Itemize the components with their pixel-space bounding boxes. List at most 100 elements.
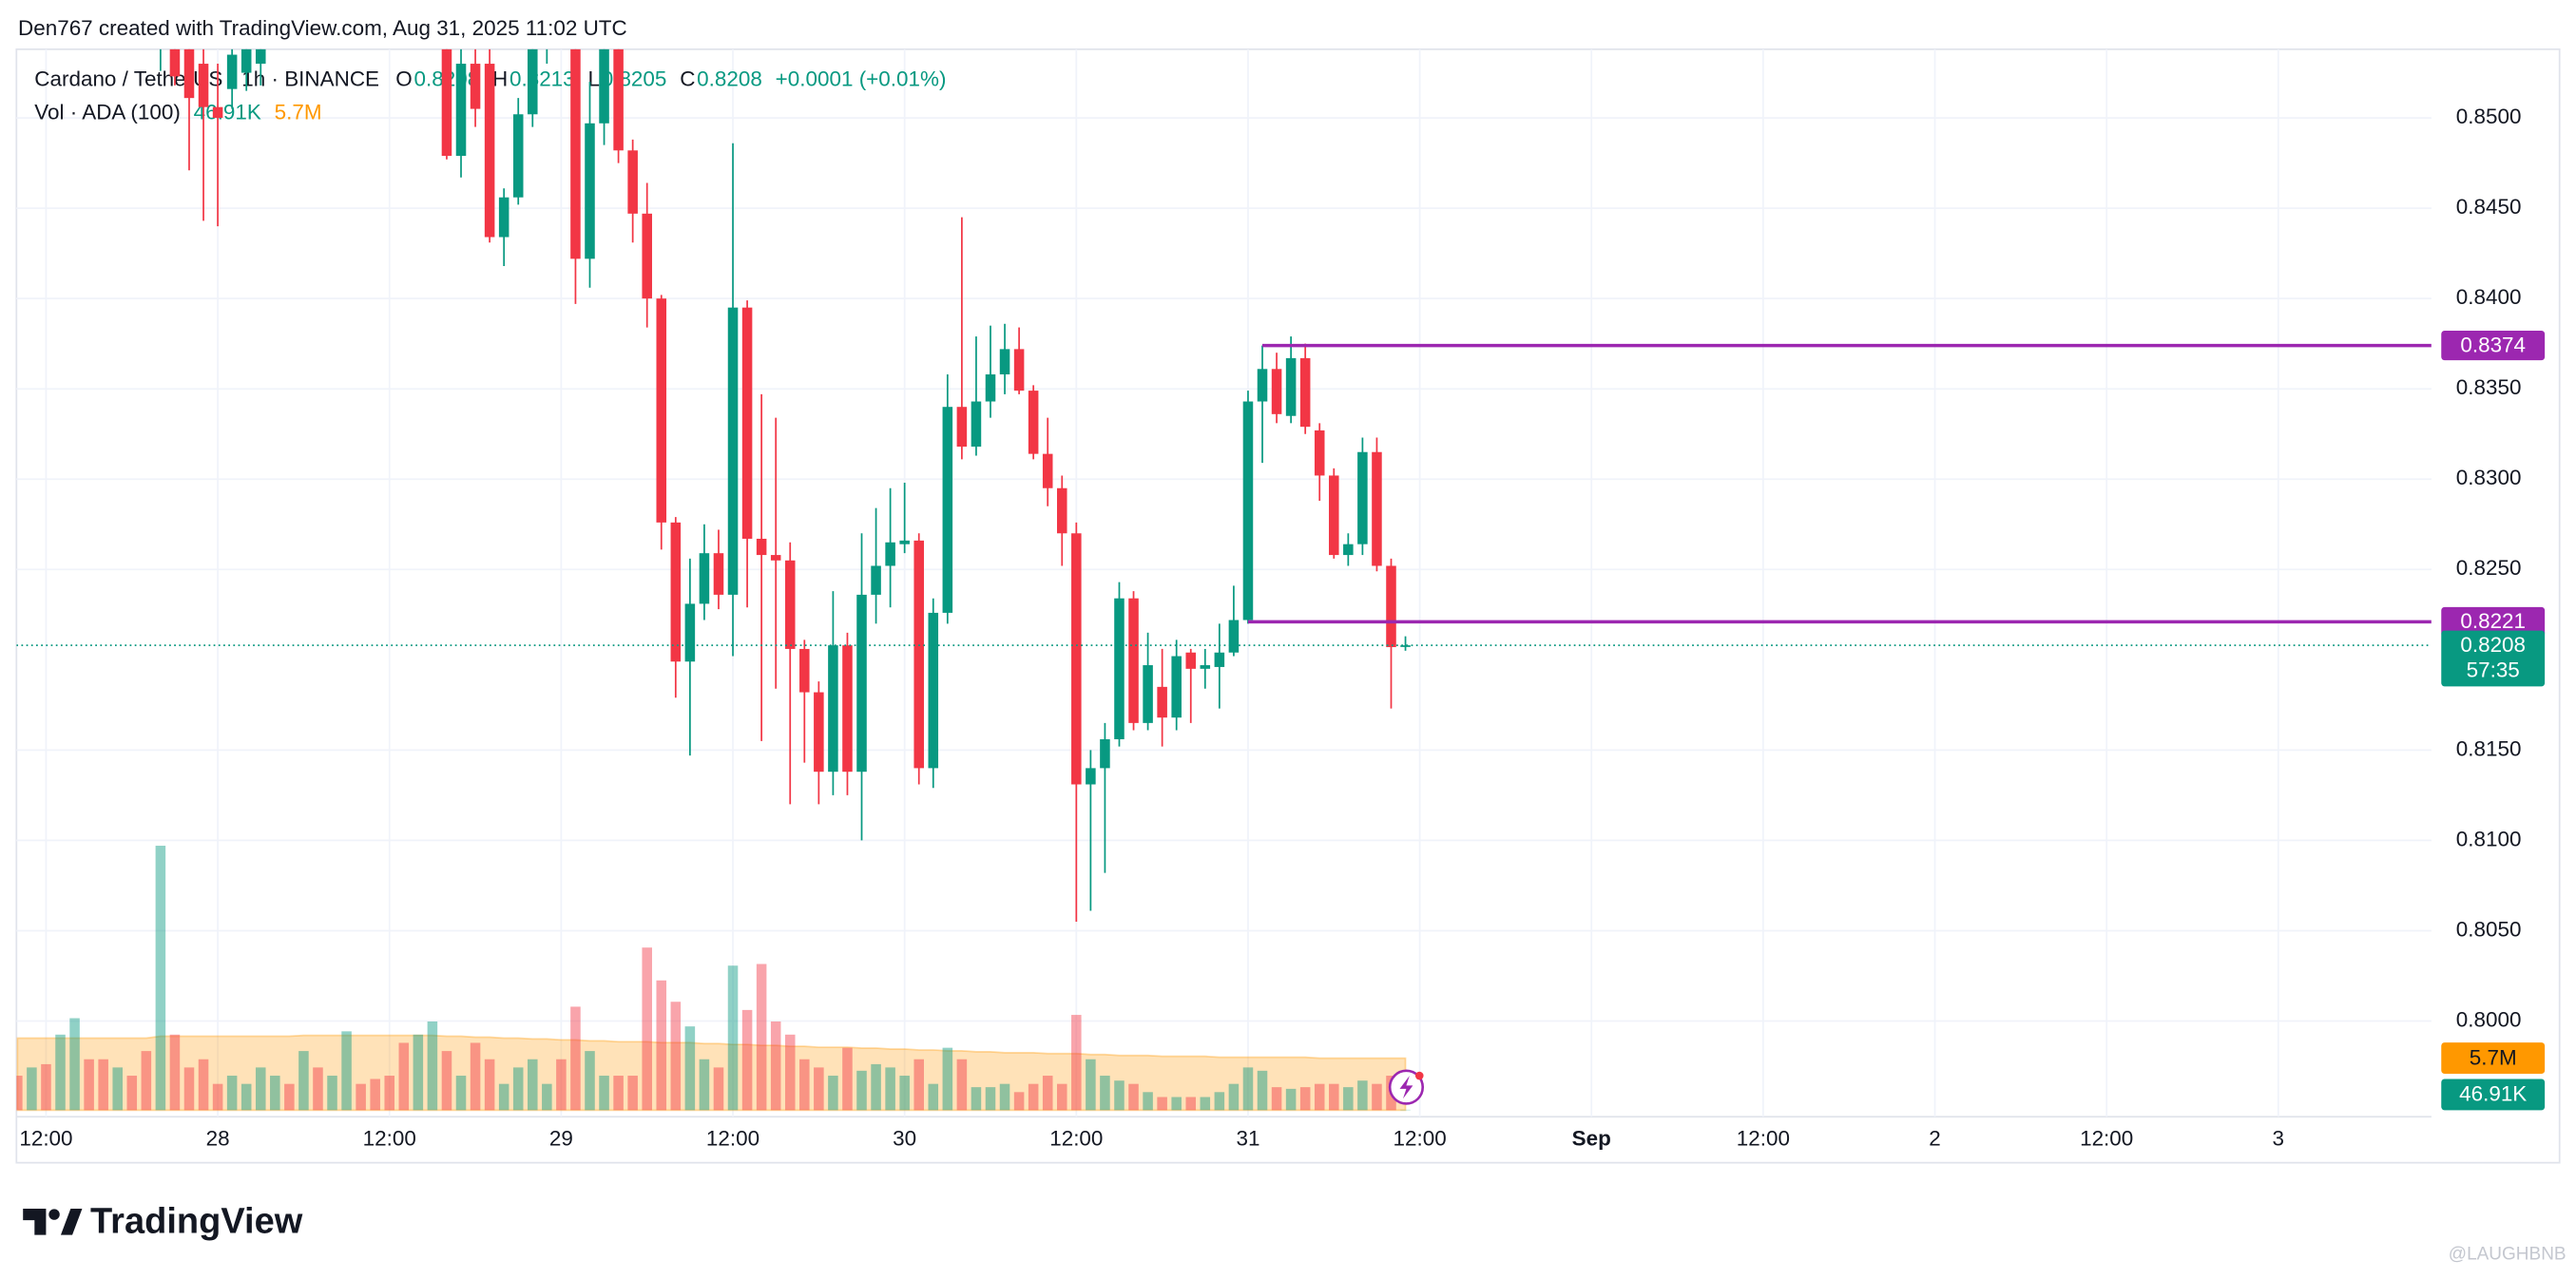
candle-body (1285, 357, 1297, 416)
volume-bar (341, 1031, 352, 1111)
volume-bar (1171, 1097, 1182, 1111)
candle-body (1086, 768, 1096, 785)
legend-key: O (395, 67, 412, 91)
volume-bar (313, 1067, 323, 1111)
volume-bar (498, 1083, 509, 1111)
volume-bar (141, 1051, 152, 1111)
volume-bar (27, 1067, 37, 1111)
volume-bar (814, 1067, 824, 1111)
volume-label: 46.91K (2459, 1082, 2527, 1106)
candle-body (699, 553, 710, 604)
y-tick-label: 0.8450 (2456, 195, 2522, 219)
candle-body (727, 307, 739, 595)
volume-bar (284, 1083, 295, 1111)
x-tick-label: 3 (2273, 1126, 2285, 1150)
volume-bar (1157, 1097, 1167, 1111)
y-tick-label: 0.8500 (2456, 105, 2522, 128)
candle-body (684, 603, 696, 662)
candle-body (1314, 430, 1325, 476)
candle-body (913, 540, 924, 769)
volume-bar (155, 846, 166, 1111)
legend-key: H (492, 67, 508, 91)
candle-body (212, 106, 223, 119)
volume-bar (270, 1076, 280, 1111)
x-tick-label: 12:00 (706, 1126, 759, 1150)
y-tick-label: 0.8400 (2456, 285, 2522, 309)
candle-body (1242, 401, 1254, 620)
volume-bar (713, 1067, 724, 1111)
candle-body (899, 540, 910, 544)
candle-body (226, 54, 238, 89)
candle-body (842, 645, 853, 773)
candle-body (971, 401, 982, 448)
candle-body (656, 298, 667, 523)
candle-body (470, 64, 481, 109)
plot-area (16, 48, 2432, 1112)
candle-body (1056, 487, 1067, 534)
volume-bar (1214, 1092, 1225, 1111)
legend-value: 0.8213 (509, 67, 575, 91)
volume-bar (699, 1059, 710, 1111)
candle-body (585, 123, 595, 259)
candle-body (1386, 565, 1396, 648)
volume-bar (169, 1034, 181, 1111)
volume-ma-area (16, 1034, 1407, 1112)
volume-bar (942, 1047, 953, 1111)
volume-ma-label-box (2441, 1042, 2546, 1075)
candle-body (198, 64, 209, 107)
y-tick-label: 0.8350 (2456, 375, 2522, 399)
volume-bar (1100, 1076, 1110, 1111)
volume-bar (1042, 1076, 1053, 1111)
x-tick-label: 31 (1236, 1126, 1259, 1150)
y-tick-label: 0.8300 (2456, 466, 2522, 489)
candle-body (770, 555, 781, 561)
x-tick-label: 12:00 (363, 1126, 416, 1150)
volume-bar (1200, 1097, 1211, 1111)
candle-body (1271, 369, 1282, 414)
candle-body (484, 64, 495, 238)
legend-volume-name: Vol · ADA (100) (34, 100, 181, 124)
volume-bar (41, 1063, 51, 1111)
volume-bar (1013, 1092, 1025, 1111)
volume-bar (727, 965, 739, 1111)
volume-bar (69, 1018, 80, 1111)
volume-bar (16, 1076, 23, 1111)
volume-bar (98, 1059, 108, 1111)
candle-body (928, 612, 939, 769)
volume-bar (999, 1083, 1010, 1111)
volume-bar (112, 1067, 123, 1111)
candle-body (642, 213, 652, 299)
candle-body (512, 114, 524, 198)
volume-bar (770, 1021, 781, 1111)
volume-bar (670, 1002, 682, 1111)
x-tick-label: 2 (1929, 1126, 1941, 1150)
candle-body (599, 48, 609, 124)
candle-body (455, 64, 467, 156)
volume-bar (756, 964, 767, 1111)
candle-body (1071, 533, 1082, 785)
volume-bar (327, 1076, 337, 1111)
candle-body (799, 648, 810, 693)
volume-bar (656, 980, 667, 1111)
volume-bar (928, 1083, 939, 1111)
volume-bar (413, 1034, 424, 1111)
volume-label-box (2441, 1079, 2546, 1111)
volume-bar (1372, 1083, 1382, 1111)
volume-bar (1329, 1083, 1339, 1111)
volume-bar (570, 1006, 581, 1111)
x-tick-label: 28 (206, 1126, 230, 1150)
volume-bar (784, 1034, 796, 1111)
current-price-box (2441, 630, 2546, 687)
candle-body (713, 553, 724, 595)
volume-bar (183, 1067, 195, 1111)
volume-bar (427, 1021, 438, 1111)
volume-bar (871, 1063, 881, 1111)
candle-body (1143, 665, 1153, 723)
candle-body (183, 48, 195, 99)
watermark: @LAUGHBNB (2449, 1244, 2566, 1264)
price-label: 0.8221 (2460, 609, 2526, 633)
volume-bar (1257, 1070, 1268, 1111)
volume-bar (212, 1083, 223, 1111)
x-tick-label: Sep (1572, 1126, 1611, 1150)
